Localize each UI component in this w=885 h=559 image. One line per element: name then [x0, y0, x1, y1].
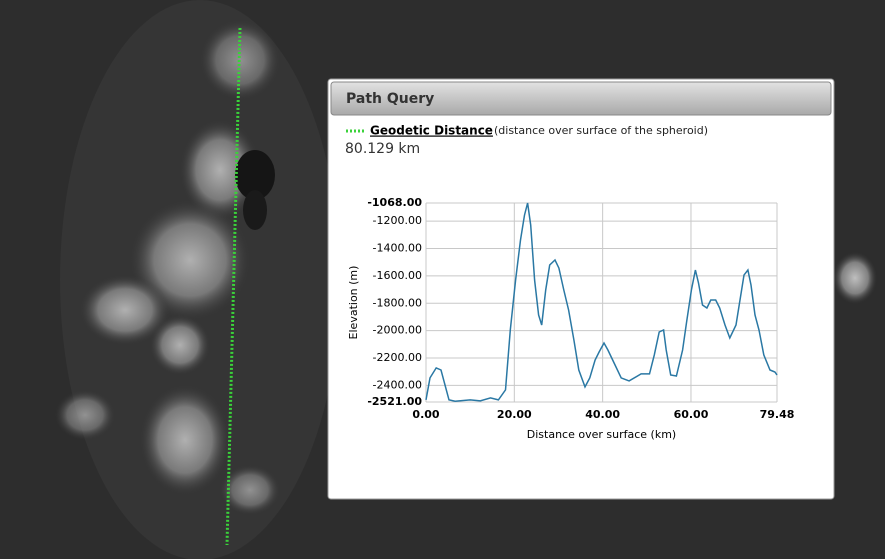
x-tick-label: 40.00	[585, 408, 620, 421]
x-tick-label: 0.00	[412, 408, 439, 421]
x-tick-label: 79.48	[760, 408, 795, 421]
y-tick-label: -1400.00	[373, 241, 422, 254]
y-tick-label: -2521.00	[367, 395, 422, 408]
profile-line	[425, 202, 778, 402]
y-tick-label: -2200.00	[373, 351, 422, 364]
distance: 80.129 km	[345, 141, 420, 157]
x-axis-label: Distance over surface (km)	[527, 428, 676, 441]
y-tick-label: -1800.00	[373, 296, 422, 309]
y-tick-label: -1600.00	[373, 269, 422, 282]
x-tick-label: 60.00	[674, 408, 709, 421]
y-tick-label: -1068.00	[367, 196, 422, 209]
panel-box	[327, 78, 835, 500]
y-tick-label: -2400.00	[373, 378, 422, 391]
y-tick-label: -1200.00	[373, 214, 422, 227]
chart: -1068.00 -1200.00 -1400.00 -1600.00 -1800.00…	[347, 196, 794, 441]
panel-title: Path Query	[346, 91, 434, 107]
panel: Path Query Geodetic Distance (distance o…	[327, 78, 835, 500]
y-tick-label: -2000.00	[373, 324, 422, 337]
y-axis-label: Elevation (m)	[347, 266, 360, 340]
measure-name[interactable]: Geodetic Distance	[370, 124, 493, 138]
panel-header	[330, 81, 832, 116]
measure-note: (distance over surface of the spheroid)	[494, 124, 708, 137]
x-tick-label: 20.00	[497, 408, 532, 421]
